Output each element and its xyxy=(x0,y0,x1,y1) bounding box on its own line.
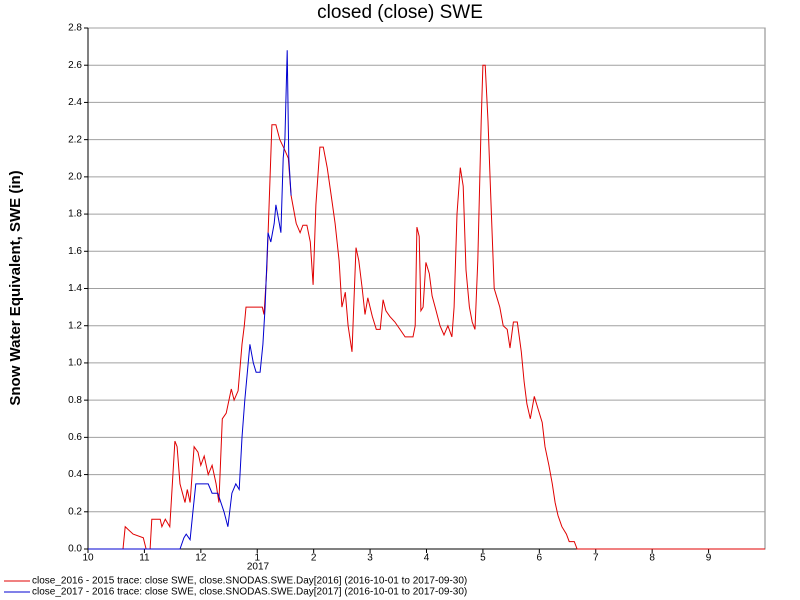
legend-label: close_2016 - 2015 trace: close SWE, clos… xyxy=(32,576,467,587)
y-tick-label: 2.8 xyxy=(68,23,82,34)
y-tick-label: 2.2 xyxy=(68,134,82,145)
x-tick-label: 7 xyxy=(593,553,599,564)
x-tick-label: 3 xyxy=(367,553,373,564)
series-line xyxy=(88,50,292,550)
x-tick-label: 5 xyxy=(480,553,486,564)
y-tick-label: 1.8 xyxy=(68,209,82,220)
year-annotation: 2017 xyxy=(247,562,270,573)
y-axis-label: Snow Water Equivalent, SWE (in) xyxy=(7,170,24,405)
y-tick-label: 2.6 xyxy=(68,60,82,71)
x-tick-label: 1 xyxy=(254,553,260,564)
x-tick-label: 2 xyxy=(311,553,317,564)
y-tick-label: 0.8 xyxy=(68,395,82,406)
y-tick-label: 0.0 xyxy=(68,544,82,555)
x-tick-label: 4 xyxy=(424,553,430,564)
y-tick-label: 1.2 xyxy=(68,320,82,331)
y-tick-label: 0.6 xyxy=(68,432,82,443)
x-tick-label: 10 xyxy=(82,553,94,564)
y-tick-label: 1.0 xyxy=(68,358,82,369)
y-tick-label: 2.4 xyxy=(68,97,82,108)
x-tick-label: 9 xyxy=(706,553,712,564)
y-tick-label: 1.6 xyxy=(68,246,82,257)
chart-title: closed (close) SWE xyxy=(317,2,483,23)
x-tick-label: 8 xyxy=(649,553,655,564)
y-tick-label: 0.2 xyxy=(68,506,82,517)
y-tick-label: 1.4 xyxy=(68,283,82,294)
x-tick-label: 12 xyxy=(195,553,207,564)
y-tick-label: 0.4 xyxy=(68,469,82,480)
x-tick-label: 11 xyxy=(139,553,150,564)
legend-label: close_2017 - 2016 trace: close SWE, clos… xyxy=(32,587,467,598)
series-line xyxy=(88,64,765,550)
x-tick-label: 6 xyxy=(537,553,543,564)
y-tick-label: 2.0 xyxy=(68,171,82,182)
